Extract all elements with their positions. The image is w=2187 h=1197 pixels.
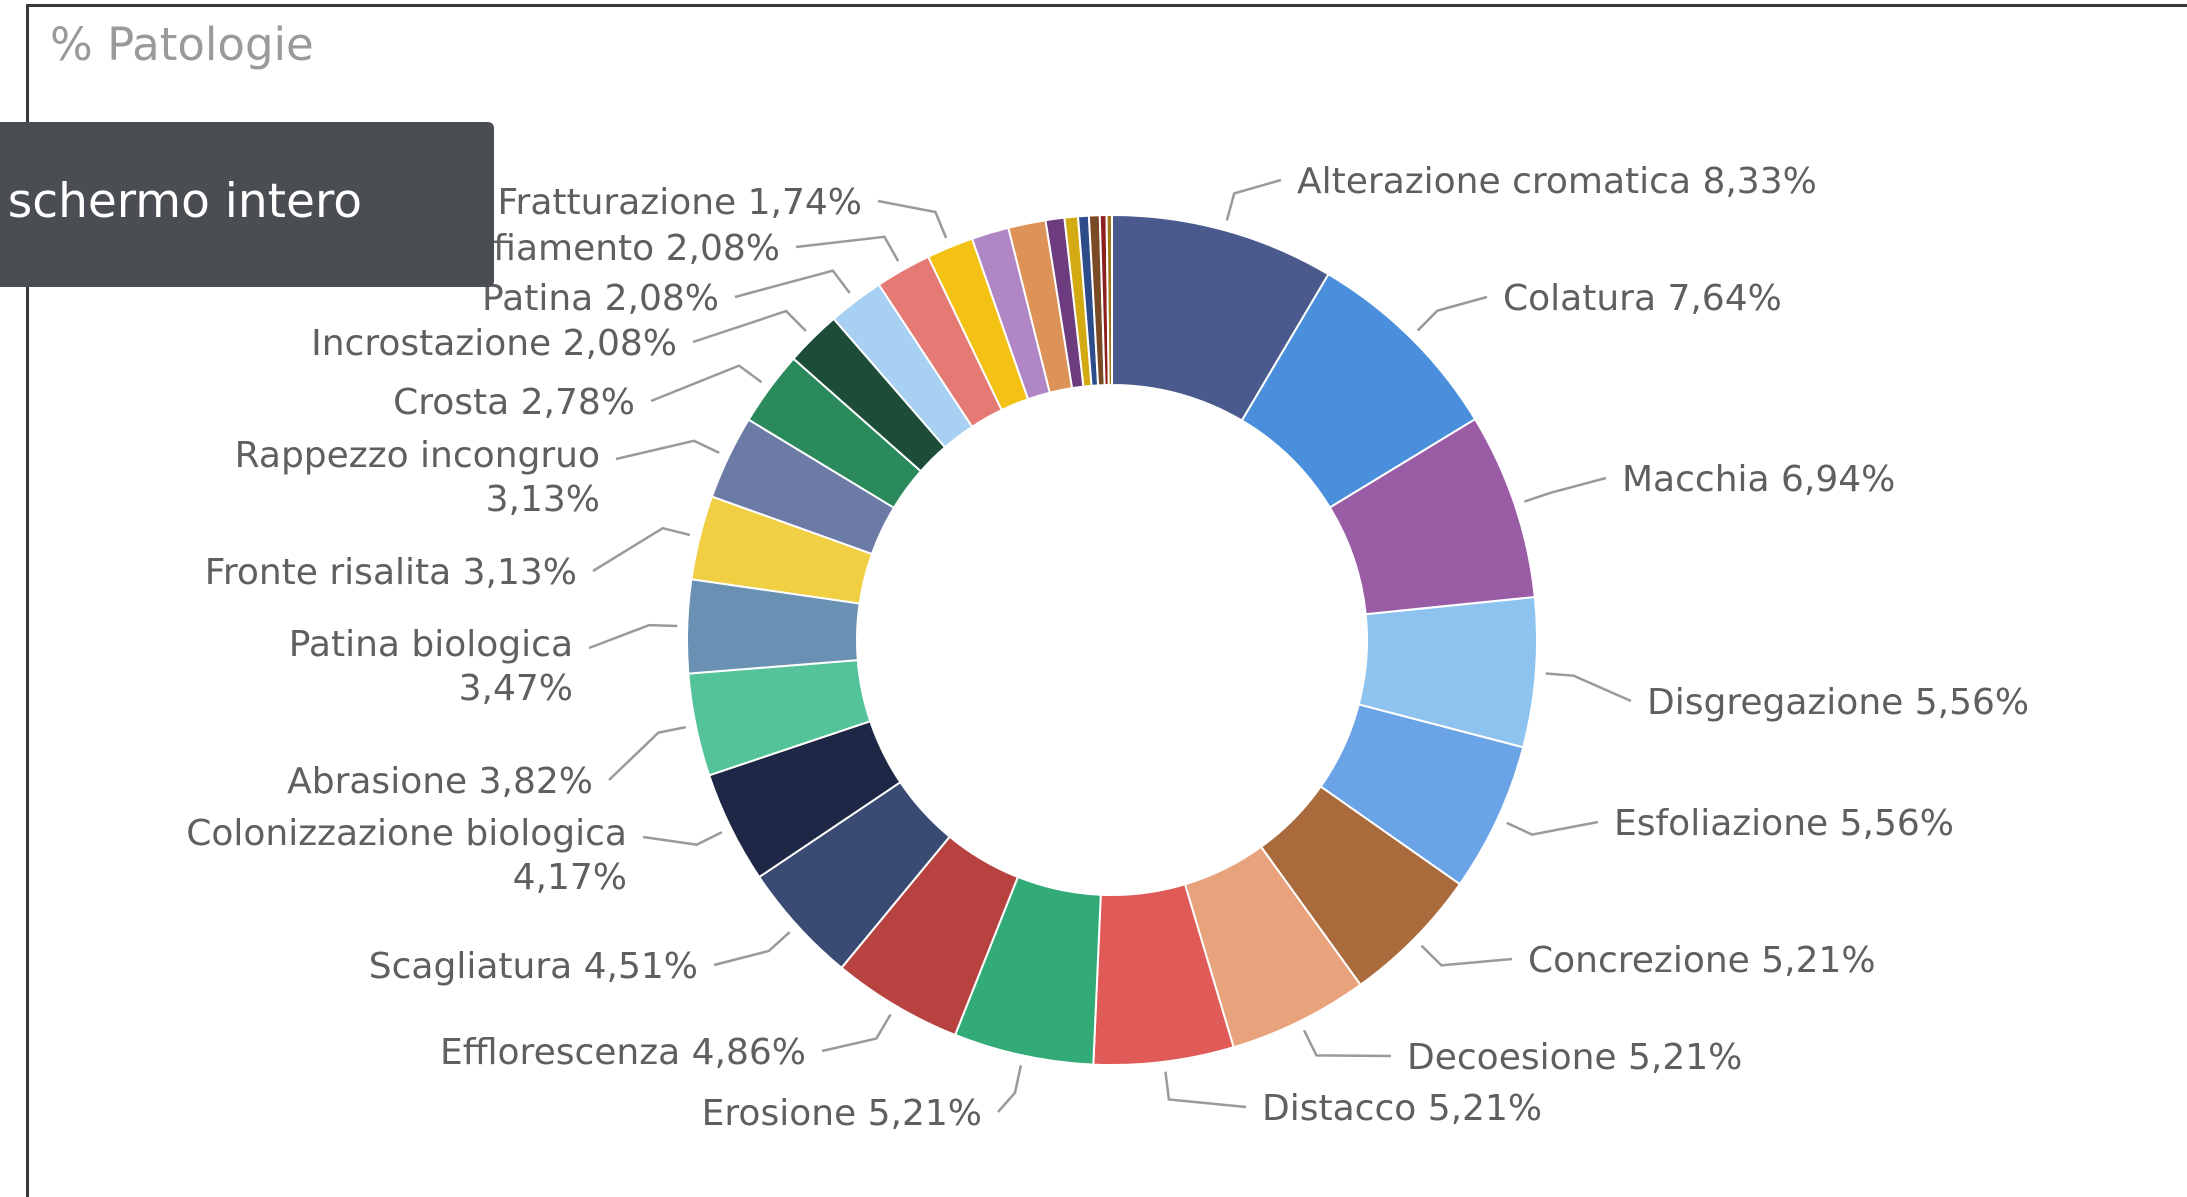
leader-line	[997, 1065, 1023, 1113]
slice-unlabeled-28[interactable]	[1105, 213, 1113, 387]
leader-line	[877, 199, 948, 239]
leader-line	[642, 831, 723, 846]
leader-line	[592, 526, 691, 573]
slice-label: Colatura 7,64%	[1503, 278, 1782, 319]
leader-line	[1416, 295, 1488, 332]
leader-line	[650, 364, 763, 403]
slice-label: Crosta 2,78%	[393, 382, 635, 423]
chart-title: % Patologie	[50, 18, 314, 71]
leader-line	[1420, 944, 1513, 967]
slice-label: Decoesione 5,21%	[1407, 1037, 1742, 1078]
slice-label: Esfoliazione 5,56%	[1614, 803, 1954, 844]
slice-label: Abrasione 3,82%	[287, 761, 593, 802]
slice-label: Concrezione 5,21%	[1528, 940, 1876, 981]
slice-label: Fratturazione 1,74%	[497, 182, 862, 223]
slice-label: Rappezzo incongruo 3,13%	[235, 435, 600, 520]
leader-line	[713, 931, 791, 967]
slice-label: Distacco 5,21%	[1262, 1088, 1542, 1129]
leader-line	[608, 725, 687, 781]
slice-label: Patina 2,08%	[482, 278, 719, 319]
leader-line	[692, 309, 807, 344]
slice-label: Incrostazione 2,08%	[311, 323, 677, 364]
slice-label: Colonizzazione biologica 4,17%	[186, 813, 627, 898]
slice-label: Alterazione cromatica 8,33%	[1297, 161, 1817, 202]
slice-label: Disgregazione 5,56%	[1647, 682, 2029, 723]
tooltip-text: Esci da schermo intero	[0, 174, 362, 229]
leader-line	[1545, 672, 1632, 703]
leader-line	[1225, 178, 1282, 221]
slice-label: Fronte risalita 3,13%	[205, 552, 577, 593]
slice-label: Macchia 6,94%	[1622, 459, 1895, 500]
leader-line	[821, 1013, 892, 1053]
leader-line	[734, 269, 851, 299]
slice-label: Efflorescenza 4,86%	[440, 1032, 806, 1073]
leader-line	[1506, 820, 1599, 836]
leader-line	[1523, 476, 1607, 503]
leader-line	[588, 623, 678, 650]
fullscreen-exit-tooltip[interactable]: Esci da schermo intero	[0, 122, 494, 287]
leader-line	[1302, 1029, 1392, 1058]
slice-label: Erosione 5,21%	[702, 1093, 982, 1134]
leader-line	[1164, 1071, 1247, 1109]
leader-line	[615, 439, 720, 461]
slice-label: Patina biologica 3,47%	[289, 624, 573, 709]
leader-line	[795, 235, 900, 262]
slice-label: Scagliatura 4,51%	[369, 946, 698, 987]
